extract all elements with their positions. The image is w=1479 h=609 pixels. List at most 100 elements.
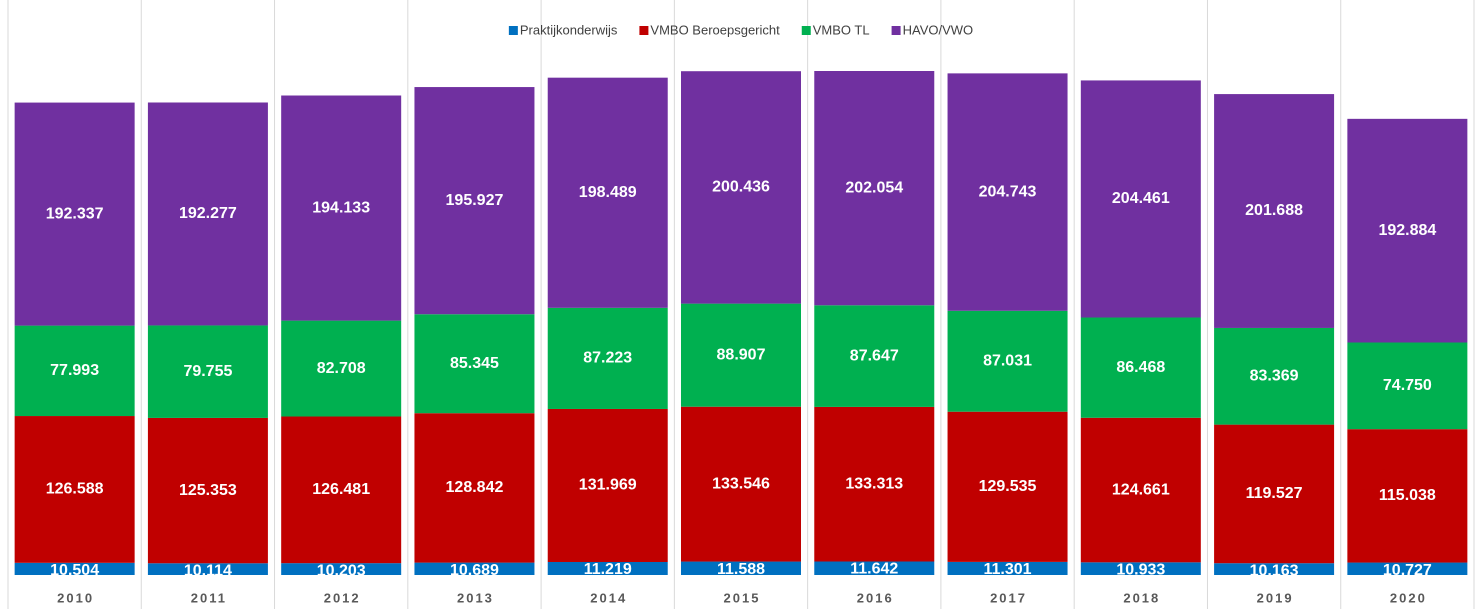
data-label: 85.345 [450,355,499,372]
data-label: 204.743 [979,183,1037,200]
bar-segment [1080,562,1201,575]
bar-segment [414,314,535,414]
legend-swatch [508,26,518,35]
bar-segment [814,561,935,575]
data-label: 198.489 [579,184,637,201]
data-label: 133.313 [845,475,903,492]
x-tick-label: 2018 [1123,590,1160,605]
bar-segment [547,307,668,409]
data-label: 87.647 [850,347,899,364]
data-label: 11.219 [584,561,632,578]
bar-segment [414,413,535,563]
data-label: 88.907 [717,346,766,363]
data-label: 192.884 [1378,222,1436,239]
data-label: 128.842 [446,479,504,496]
bar-segment [1347,342,1468,430]
bar-segment [1214,424,1335,564]
legend-label: HAVO/VWO [903,22,974,37]
data-label: 200.436 [712,179,770,196]
x-tick-label: 2016 [857,590,894,605]
data-label: 126.481 [312,481,370,498]
data-label: 10.114 [184,562,232,579]
bar-segment [947,411,1068,562]
bar-segment [947,310,1068,412]
data-label: 79.755 [183,363,232,380]
data-label: 87.223 [583,350,632,367]
legend: Praktijkonderwijs VMBO Beroepsgericht VMBO… [508,22,974,37]
data-label: 125.353 [179,482,237,499]
data-label: 124.661 [1112,481,1170,498]
bar-segment [147,102,268,326]
x-tick-label: 2013 [457,590,494,605]
x-tick-label: 2011 [191,590,227,605]
data-label: 201.688 [1245,202,1303,219]
data-label: 133.546 [712,475,770,492]
data-label: 129.535 [979,478,1037,495]
legend-label: VMBO Beroepsgericht [650,22,780,37]
legend-label: Praktijkonderwijs [520,22,618,37]
bar-segment [814,305,935,407]
bar-segment [281,320,402,417]
data-label: 192.337 [46,205,104,222]
legend-swatch [891,26,901,35]
data-label: 204.461 [1112,190,1170,207]
x-tick-label: 2014 [590,590,627,605]
x-tick-label: 2019 [1257,590,1294,605]
x-tick-label: 2017 [990,590,1027,605]
bar-segment [147,417,268,564]
bar-segment [547,561,668,575]
x-tick-label: 2020 [1390,590,1427,605]
data-label: 195.927 [446,192,504,209]
data-label: 10.933 [1116,562,1165,579]
bar-segment [1080,80,1201,318]
data-label: 115.038 [1379,487,1436,504]
bar-segment [681,71,801,304]
bar-segment [14,102,135,326]
bar-segment [281,416,402,564]
bar-segment [947,561,1068,575]
data-label: 131.969 [579,477,637,494]
bar-segment [281,563,402,575]
bar-segment [1347,562,1468,575]
bar-segment [414,562,535,575]
bar-segment [281,95,402,321]
bar-segment [1214,563,1335,575]
data-label: 10.689 [450,562,499,579]
data-label: 77.993 [50,362,99,379]
bar-segment [147,325,268,418]
bar-segment [814,71,935,306]
data-label: 202.054 [845,179,903,196]
data-label: 74.750 [1383,377,1432,394]
bar-segment [681,303,801,407]
bar-segment [814,406,935,562]
bar-segment [1347,118,1468,343]
data-label: 10.727 [1383,562,1432,579]
legend-swatch [801,26,811,35]
bar-segment [1080,417,1201,563]
data-label: 10.163 [1250,562,1299,579]
data-label: 10.504 [50,562,99,579]
bar-segment [14,325,135,417]
bar-segment [147,563,268,575]
data-label: 87.031 [983,352,1032,369]
data-label: 86.468 [1116,359,1165,376]
data-label: 83.369 [1250,368,1299,385]
data-label: 194.133 [312,199,370,216]
x-tick-label: 2010 [57,590,94,605]
bar-segment [681,561,801,575]
x-tick-label: 2012 [324,590,361,605]
data-label: 11.642 [850,561,898,578]
bar-segment [14,416,135,563]
bar-segment [1214,94,1335,328]
legend-label: VMBO TL [813,22,870,37]
bar-segment [414,87,535,315]
data-label: 119.527 [1246,485,1303,502]
bar-segment [547,77,668,308]
x-tick-label: 2015 [724,590,761,605]
bar-segment [14,562,135,575]
legend-swatch [639,26,649,35]
data-label: 11.588 [717,561,765,578]
data-label: 11.301 [984,561,1032,578]
data-label: 10.203 [317,562,366,579]
